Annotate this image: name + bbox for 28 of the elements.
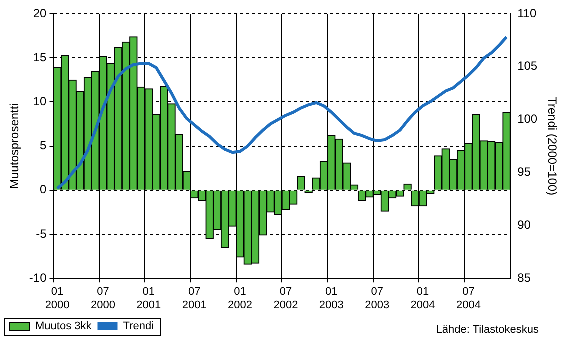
legend-label: Muutos 3kk xyxy=(36,320,92,333)
y-tick-label: 15 xyxy=(33,50,48,64)
x-tick-label: 07 2002 xyxy=(274,286,298,312)
x-tick-label: 07 2004 xyxy=(456,286,481,312)
y-tick-label: 0 xyxy=(40,182,48,197)
y-tick-label: -5 xyxy=(36,226,48,241)
y-axis-title: Muutosprosentti xyxy=(8,104,22,189)
y-tick-label: -10 xyxy=(29,270,48,285)
text: Lähde: Tilastokeskus xyxy=(436,324,540,336)
x-tick-label: 01 2003 xyxy=(319,286,344,312)
y-tick-label: 20 xyxy=(33,6,48,20)
x-tick-label: 07 2000 xyxy=(90,286,116,312)
y-tick-label: 10 xyxy=(33,94,48,109)
x-tick-label: 01 2004 xyxy=(410,286,436,312)
y-tick-label: 5 xyxy=(40,138,48,153)
y2-tick-label: 90 xyxy=(518,218,532,232)
legend-label: Trendi xyxy=(123,320,154,333)
x-tick-label: 07 2001 xyxy=(182,286,207,312)
y2-tick-label: 105 xyxy=(518,59,538,74)
x-tick-label: 01 2000 xyxy=(45,286,70,312)
y2-axis-title: Trendi (2000=100) xyxy=(545,96,560,196)
y2-tick-label: 100 xyxy=(518,112,538,126)
y2-tick-label: 85 xyxy=(518,270,532,285)
y2-tick-label: 110 xyxy=(518,6,538,20)
x-tick-label: 01 2002 xyxy=(228,286,253,312)
y2-tick-label: 95 xyxy=(518,165,532,180)
x-tick-label: 01 2001 xyxy=(136,286,162,312)
x-tick-label: 07 2003 xyxy=(365,286,390,312)
